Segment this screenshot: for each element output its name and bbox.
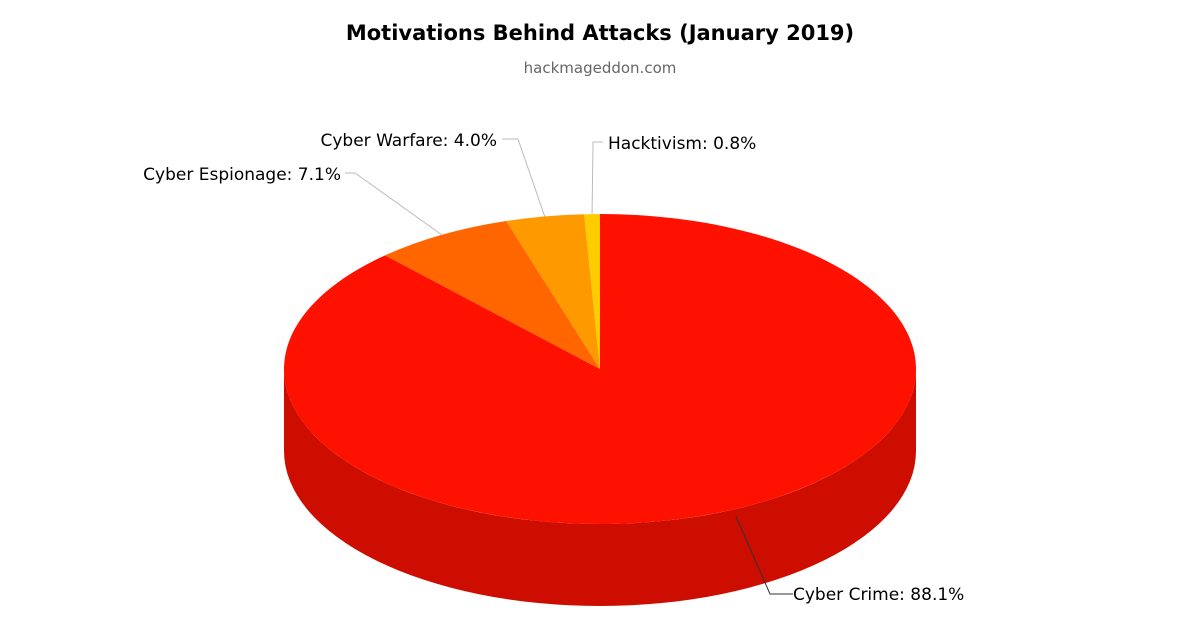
label-cyber-warfare: Cyber Warfare: 4.0% <box>321 131 498 151</box>
leader-cyber-warfare <box>502 138 546 217</box>
label-cyber-espionage: Cyber Espionage: 7.1% <box>143 165 341 185</box>
pie-slice-hacktivism <box>584 214 600 369</box>
label-cyber-crime: Cyber Crime: 88.1% <box>793 585 964 605</box>
leader-cyber-espionage <box>345 172 443 236</box>
label-hacktivism: Hacktivism: 0.8% <box>608 134 756 154</box>
chart-title: Motivations Behind Attacks (January 2019… <box>346 21 854 45</box>
leader-hacktivism <box>591 141 603 215</box>
pie-slice-cyber-warfare <box>506 214 600 369</box>
pie-slice-cyber-espionage <box>385 220 600 369</box>
leader-cyber-crime <box>735 516 793 595</box>
pie-slices <box>284 214 917 524</box>
pie-sides <box>284 369 916 606</box>
chart-subtitle: hackmageddon.com <box>524 59 677 77</box>
pie-side-cyber-crime <box>284 369 916 606</box>
label-leaders <box>345 138 793 595</box>
